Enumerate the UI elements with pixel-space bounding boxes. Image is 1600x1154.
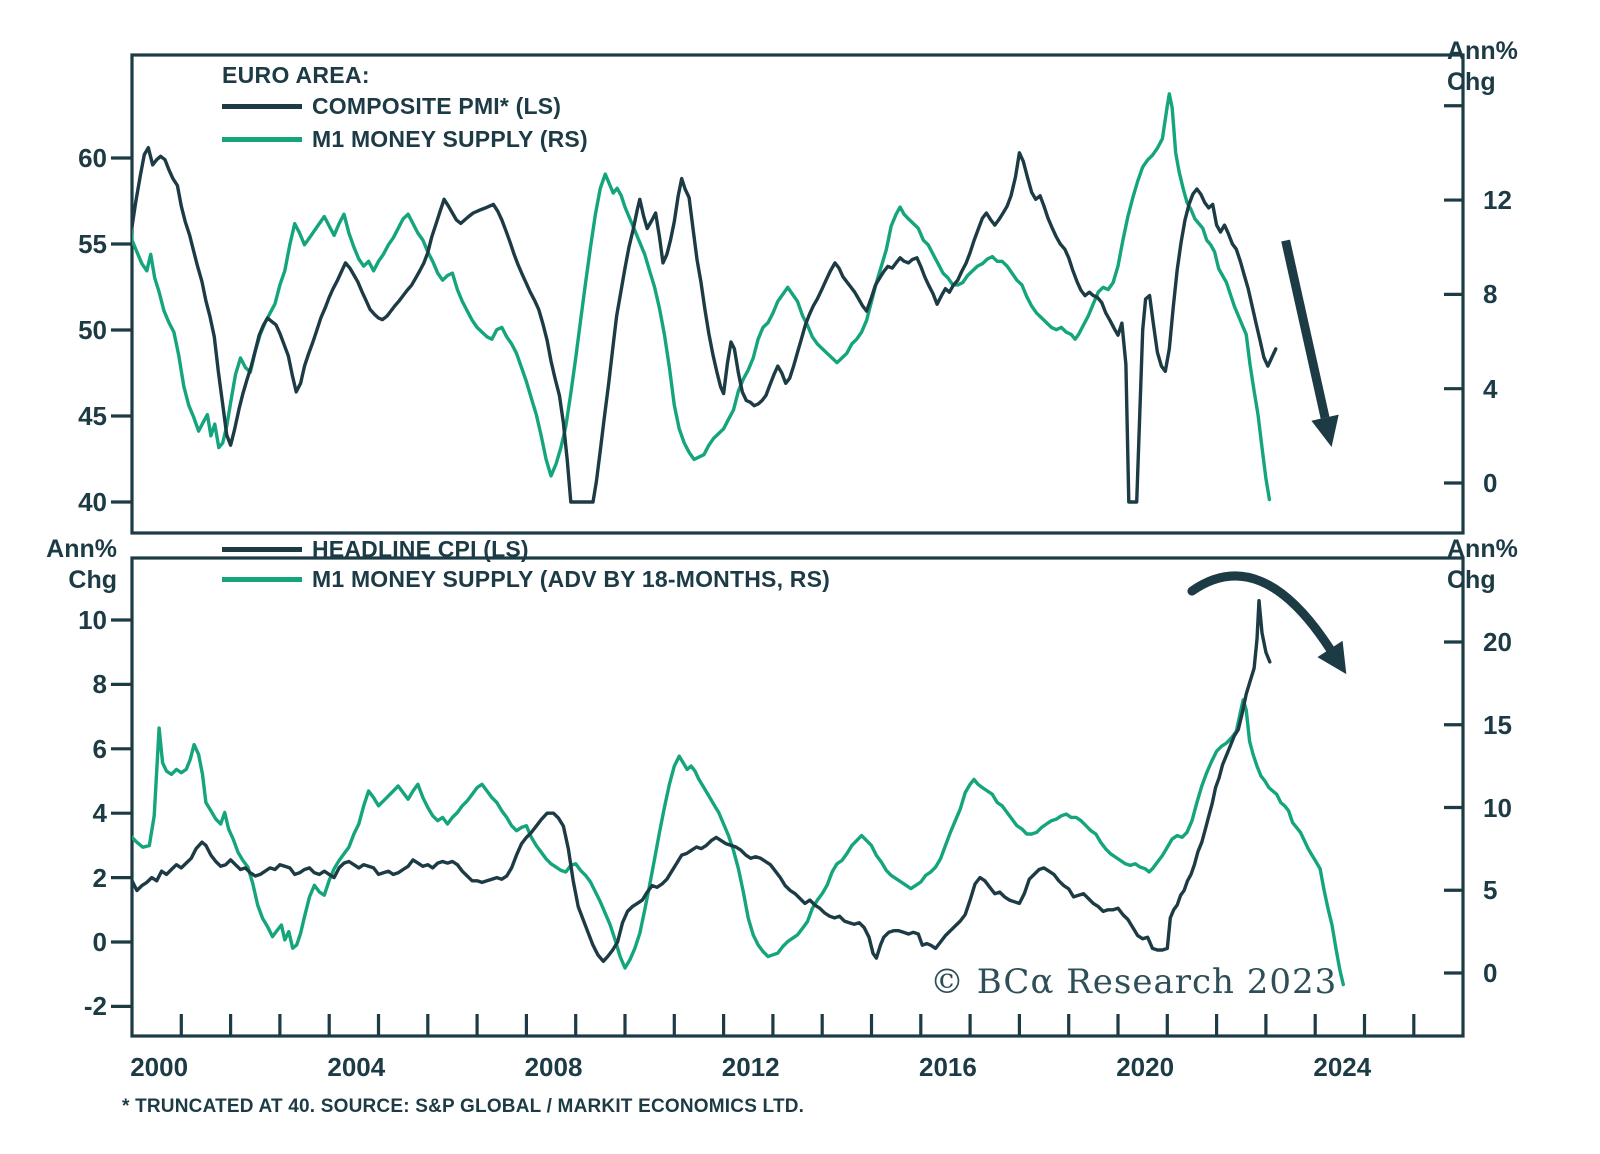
axis-units-ann: Ann% — [46, 535, 117, 563]
y-right-tick-label-top: 0 — [1483, 468, 1498, 498]
legend-label-pmi: COMPOSITE PMI* (LS) — [312, 93, 562, 119]
y-right-tick-label-top: 8 — [1483, 279, 1498, 310]
m1-adv-line-swatch-icon — [222, 577, 302, 582]
axis-units-chg: Chg — [1447, 566, 1496, 594]
rollover-arrow-shaft — [1187, 571, 1335, 654]
down-arrow-shaft — [1281, 239, 1330, 419]
axis-units-ann: Ann% — [1447, 535, 1518, 563]
panel-top — [111, 53, 1465, 535]
y-right-tick-label-bottom: 0 — [1483, 958, 1498, 988]
legend-label-m1: M1 MONEY SUPPLY (RS) — [312, 126, 588, 152]
x-tick-label-2020: 2020 — [1116, 1052, 1175, 1082]
x-tick-label-2016: 2016 — [918, 1052, 977, 1082]
rollover-arrow-head-icon — [1317, 640, 1347, 675]
axis-units-ann: Ann% — [1447, 37, 1518, 65]
copyright-text: © BCα Research 2023 — [930, 962, 1338, 1002]
y-left-tick-label-bottom: -2 — [83, 991, 107, 1022]
legend-title-euro-area: EURO AREA: — [222, 62, 370, 88]
y-right-tick-label-bottom: 5 — [1483, 875, 1498, 906]
y-left-tick-label-bottom: 8 — [92, 669, 107, 700]
x-tick-label-2004: 2004 — [327, 1052, 386, 1082]
legend-row-m1-adv: M1 MONEY SUPPLY (ADV BY 18-MONTHS, RS) — [222, 566, 830, 593]
legend-label-m1-adv: M1 MONEY SUPPLY (ADV BY 18-MONTHS, RS) — [312, 566, 830, 592]
axis-units-chg: Chg — [68, 566, 117, 594]
pmi-line-swatch-icon — [222, 104, 302, 109]
y-right-tick-label-bottom: 10 — [1483, 792, 1512, 823]
axis-header-top-right: Ann% Chg — [1447, 36, 1518, 98]
y-left-tick-label-top: 55 — [78, 229, 107, 259]
x-tick-label-2012: 2012 — [721, 1052, 780, 1082]
y-right-tick-label-bottom: 15 — [1483, 709, 1512, 740]
y-left-tick-label-bottom: 10 — [78, 605, 107, 635]
x-tick-label-2024: 2024 — [1313, 1052, 1372, 1082]
m1-line-swatch-icon — [222, 137, 302, 142]
series-line-m1-money-supply-adv-by-18-months-rs- — [132, 698, 1345, 987]
panel-bottom — [111, 556, 1465, 1038]
series-line-m1-money-supply-rs- — [132, 92, 1272, 502]
legend-row-m1: M1 MONEY SUPPLY (RS) — [222, 126, 588, 153]
y-left-tick-label-top: 45 — [78, 401, 107, 431]
series-line-composite-pmi-ls- — [132, 146, 1278, 504]
axis-header-bottom-right: Ann% Chg — [1447, 534, 1518, 596]
footnote-text: * TRUNCATED AT 40. SOURCE: S&P GLOBAL / … — [122, 1096, 805, 1117]
y-right-tick-label-top: 12 — [1483, 185, 1512, 216]
down-arrow-head-icon — [1311, 414, 1339, 448]
y-left-tick-label-bottom: 6 — [92, 733, 107, 764]
y-left-tick-label-bottom: 2 — [92, 862, 107, 893]
legend-row-cpi: HEADLINE CPI (LS) — [222, 536, 529, 563]
series-line-headline-cpi-ls- — [132, 599, 1272, 963]
cpi-line-swatch-icon — [222, 547, 302, 552]
axis-units-chg: Chg — [1447, 68, 1496, 96]
y-left-tick-label-top: 50 — [78, 315, 107, 345]
axis-header-bottom-left: Ann% Chg — [40, 534, 117, 596]
y-right-tick-label-bottom: 20 — [1483, 627, 1512, 657]
plot-frame-bottom — [130, 556, 1465, 1038]
x-tick-label-2008: 2008 — [524, 1052, 583, 1082]
y-left-tick-label-bottom: 4 — [92, 798, 107, 829]
y-left-tick-label-top: 40 — [78, 487, 107, 517]
y-right-tick-label-top: 4 — [1483, 373, 1498, 404]
y-left-tick-label-bottom: 0 — [92, 927, 107, 957]
x-tick-label-2000: 2000 — [130, 1052, 189, 1082]
y-left-tick-label-top: 60 — [78, 143, 107, 173]
legend-label-cpi: HEADLINE CPI (LS) — [312, 536, 529, 562]
legend-row-pmi: COMPOSITE PMI* (LS) — [222, 93, 561, 120]
